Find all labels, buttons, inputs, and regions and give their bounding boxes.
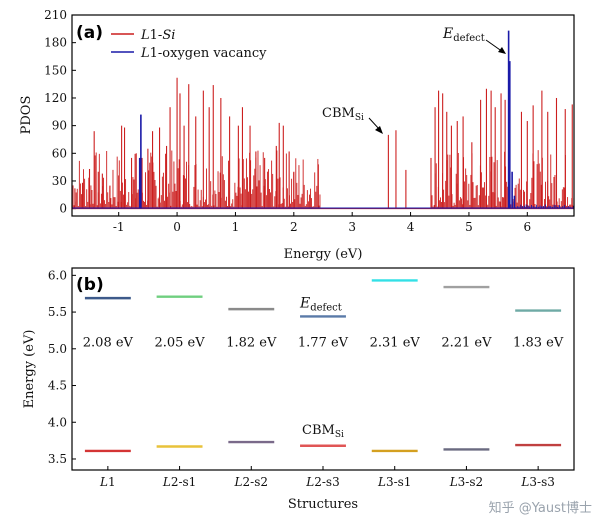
panel-b-ylabel: Energy (eV) — [22, 330, 37, 409]
cbm-annotation-b: CBMSi — [302, 423, 344, 440]
x-tick-label: -1 — [113, 220, 125, 234]
panel-b-xlabel: Structures — [288, 497, 358, 512]
x-tick-label: 1 — [232, 220, 240, 234]
y-tick-label: 6.0 — [48, 268, 67, 282]
cbm-annotation-a: CBMSi — [322, 106, 364, 123]
gap-label: 2.31 eV — [370, 335, 421, 350]
y-tick-label: 60 — [52, 146, 67, 160]
y-tick-label: 0 — [59, 202, 67, 216]
x-tick-label: L3-s1 — [377, 475, 411, 489]
y-tick-label: 5.5 — [48, 305, 67, 319]
x-tick-label: L2-s1 — [162, 475, 196, 489]
legend-label-l1-si: L1-Si — [140, 28, 175, 43]
gap-label: 1.82 eV — [226, 335, 277, 350]
l1-oxygen-vacancy-series — [72, 30, 574, 209]
y-tick-label: 90 — [52, 119, 67, 133]
y-tick-label: 4.0 — [48, 415, 67, 429]
panel-b-frame — [71, 267, 575, 471]
panel-b-label: (b) — [76, 275, 104, 295]
legend: L1-Si L1-oxygen vacancy — [111, 28, 267, 61]
y-tick-label: 3.5 — [48, 452, 67, 466]
panel-a-xlabel: Energy (eV) — [284, 247, 363, 262]
panel-b-levels — [84, 279, 562, 453]
panel-a-ylabel: PDOS — [19, 96, 34, 135]
y-tick-label: 30 — [52, 174, 67, 188]
x-tick-label: L2-s2 — [234, 475, 268, 489]
x-tick-label: 5 — [465, 220, 473, 234]
panel-b-ticks: 3.5 4.0 4.5 5.0 5.5 6.0 L1 L2-s1 L2-s2 L2-s3 L3-s1… — [48, 268, 555, 489]
y-tick-label: 180 — [44, 36, 67, 50]
y-tick-label: 120 — [44, 91, 67, 105]
panel-b: 3.5 4.0 4.5 5.0 5.5 6.0 L1 L2-s1 L2-s2 L2-s3 L3-s1… — [22, 267, 575, 512]
x-tick-label: 0 — [173, 220, 181, 234]
panel-a-label: (a) — [76, 23, 103, 43]
x-tick-label: L3-s3 — [520, 475, 554, 489]
x-tick-label: 3 — [348, 220, 356, 234]
gap-label: 1.83 eV — [513, 335, 564, 350]
legend-label-l1-ov: L1-oxygen vacancy — [140, 46, 267, 61]
cbm-arrowhead — [375, 126, 383, 134]
panel-b-gap-labels: 2.08 eV 2.05 eV 1.82 eV 1.77 eV 2.31 eV 2.21 … — [83, 335, 564, 350]
edefect-annotation-a: Edefect — [442, 26, 485, 44]
gap-label: 1.77 eV — [298, 335, 349, 350]
y-tick-label: 5.0 — [48, 342, 67, 356]
x-tick-label: 2 — [290, 220, 298, 234]
x-tick-label: L2-s3 — [305, 475, 339, 489]
y-tick-label: 150 — [44, 63, 67, 77]
gap-label: 2.21 eV — [441, 335, 492, 350]
edefect-arrowhead — [498, 47, 506, 54]
x-tick-label: 4 — [407, 220, 415, 234]
x-tick-label: L1 — [99, 475, 116, 489]
edefect-annotation-b: Edefect — [299, 296, 342, 314]
gap-label: 2.08 eV — [83, 335, 134, 350]
y-tick-label: 210 — [44, 8, 67, 22]
panel-a-frame — [71, 14, 575, 217]
l1-si-series — [71, 77, 575, 210]
y-tick-label: 4.5 — [48, 379, 67, 393]
watermark: 知乎 @Yaust博士 — [488, 501, 592, 516]
x-tick-label: 6 — [523, 220, 531, 234]
gap-label: 2.05 eV — [154, 335, 205, 350]
x-tick-label: L3-s2 — [449, 475, 483, 489]
